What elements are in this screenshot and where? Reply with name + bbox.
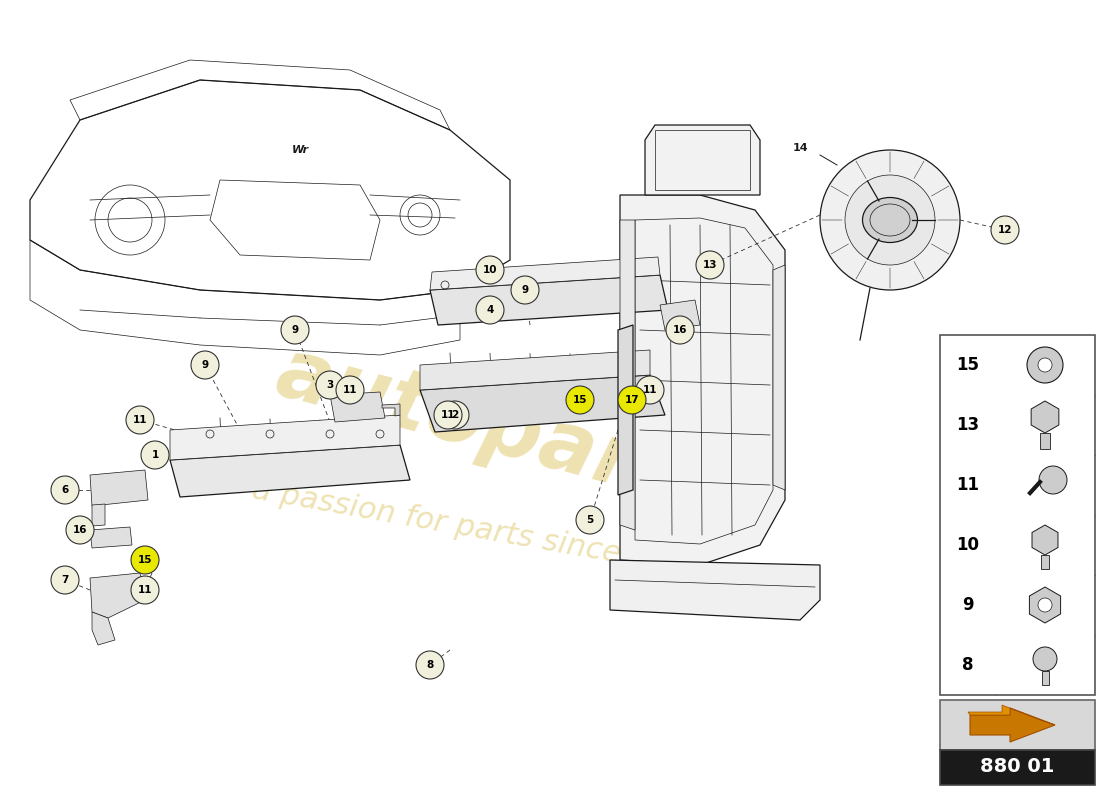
Polygon shape — [660, 300, 700, 330]
Text: 17: 17 — [625, 395, 639, 405]
Bar — [940, 700, 1094, 750]
Polygon shape — [620, 195, 785, 565]
Text: 13: 13 — [703, 260, 717, 270]
Polygon shape — [92, 504, 104, 526]
Polygon shape — [90, 470, 148, 506]
Text: a passion for parts since 1965: a passion for parts since 1965 — [251, 476, 710, 584]
Text: 9: 9 — [962, 596, 974, 614]
Circle shape — [416, 651, 444, 679]
Ellipse shape — [862, 198, 917, 242]
Bar — [940, 750, 1094, 785]
Circle shape — [1027, 347, 1063, 383]
Polygon shape — [420, 375, 666, 432]
Circle shape — [434, 401, 462, 429]
Polygon shape — [773, 265, 785, 490]
Bar — [1040, 433, 1050, 449]
Circle shape — [441, 401, 469, 429]
Polygon shape — [92, 612, 116, 645]
Text: 880 01: 880 01 — [980, 758, 1055, 777]
Circle shape — [1038, 358, 1052, 372]
Circle shape — [820, 150, 960, 290]
Circle shape — [636, 376, 664, 404]
Text: 1: 1 — [152, 450, 158, 460]
Polygon shape — [430, 275, 668, 325]
Text: 4: 4 — [486, 305, 494, 315]
Polygon shape — [90, 527, 132, 548]
Circle shape — [991, 216, 1019, 244]
Text: 9: 9 — [292, 325, 298, 335]
Text: 10: 10 — [483, 265, 497, 275]
Text: 11: 11 — [441, 410, 455, 420]
Polygon shape — [382, 404, 400, 416]
Text: 16: 16 — [673, 325, 688, 335]
Circle shape — [666, 316, 694, 344]
Text: Wr: Wr — [292, 145, 309, 155]
Circle shape — [316, 371, 344, 399]
Text: 3: 3 — [327, 380, 333, 390]
Circle shape — [845, 175, 935, 265]
Text: 11: 11 — [343, 385, 358, 395]
Text: 5: 5 — [586, 515, 594, 525]
Circle shape — [126, 406, 154, 434]
Polygon shape — [610, 560, 820, 620]
Polygon shape — [620, 220, 635, 530]
Polygon shape — [618, 325, 632, 495]
Text: 11: 11 — [642, 385, 658, 395]
Circle shape — [131, 576, 160, 604]
Polygon shape — [430, 257, 660, 290]
Text: 15: 15 — [138, 555, 152, 565]
Text: 16: 16 — [73, 525, 87, 535]
Polygon shape — [645, 125, 760, 195]
Circle shape — [696, 251, 724, 279]
Polygon shape — [170, 445, 410, 497]
Text: 9: 9 — [521, 285, 529, 295]
Bar — [1042, 671, 1048, 685]
Text: 9: 9 — [201, 360, 209, 370]
Circle shape — [1040, 466, 1067, 494]
Polygon shape — [420, 350, 650, 390]
Circle shape — [476, 256, 504, 284]
Text: autoparts: autoparts — [267, 331, 733, 529]
Circle shape — [566, 386, 594, 414]
Polygon shape — [170, 415, 400, 460]
Text: 11: 11 — [957, 476, 979, 494]
Circle shape — [576, 506, 604, 534]
Circle shape — [868, 198, 912, 242]
Text: 11: 11 — [138, 585, 152, 595]
Bar — [1041, 555, 1049, 569]
Text: 8: 8 — [962, 656, 974, 674]
Text: 11: 11 — [133, 415, 147, 425]
Bar — [940, 335, 1094, 695]
Circle shape — [51, 566, 79, 594]
Text: 7: 7 — [62, 575, 68, 585]
Text: 14: 14 — [792, 143, 807, 153]
Bar — [654, 130, 750, 190]
Circle shape — [131, 546, 160, 574]
Circle shape — [512, 276, 539, 304]
Circle shape — [51, 476, 79, 504]
Text: 8: 8 — [427, 660, 433, 670]
Circle shape — [336, 376, 364, 404]
Text: 12: 12 — [998, 225, 1012, 235]
Circle shape — [66, 516, 94, 544]
Polygon shape — [330, 392, 385, 422]
Text: 13: 13 — [956, 416, 980, 434]
Circle shape — [1038, 598, 1052, 612]
Circle shape — [618, 386, 646, 414]
Circle shape — [141, 441, 169, 469]
Circle shape — [191, 351, 219, 379]
Polygon shape — [968, 705, 1055, 725]
Circle shape — [280, 316, 309, 344]
Text: 15: 15 — [957, 356, 979, 374]
Polygon shape — [90, 573, 145, 618]
Text: 10: 10 — [957, 536, 979, 554]
Text: 2: 2 — [451, 410, 459, 420]
Text: 6: 6 — [62, 485, 68, 495]
Text: 15: 15 — [573, 395, 587, 405]
Circle shape — [476, 296, 504, 324]
Polygon shape — [970, 708, 1055, 742]
Circle shape — [1033, 647, 1057, 671]
